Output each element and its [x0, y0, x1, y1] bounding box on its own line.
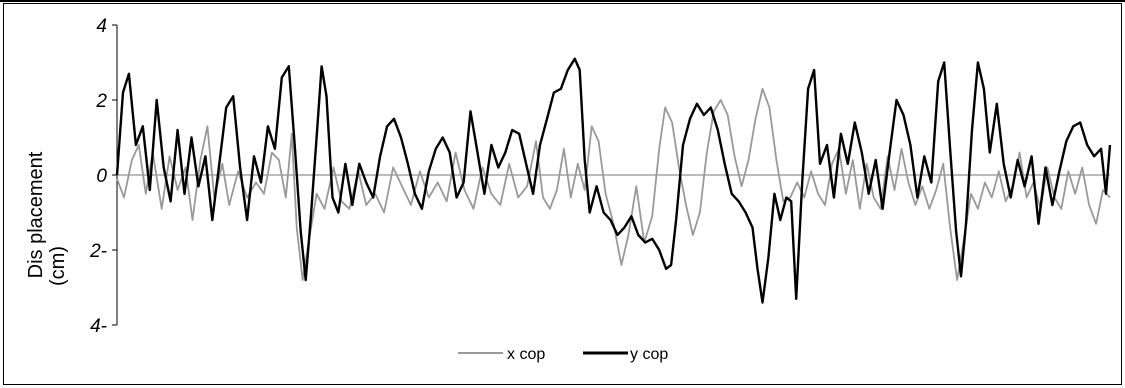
- legend-label-y-cop: y cop: [630, 346, 668, 363]
- top-rule: [0, 0, 1125, 2]
- y-tick-label: 2: [95, 91, 107, 112]
- series-line-x-cop: [116, 87, 1111, 281]
- legend-label-x-cop: x cop: [507, 346, 545, 363]
- series-lines: [115, 57, 1112, 304]
- y-axis-label-line-1: Dis placement: [25, 151, 47, 278]
- y-tick-label: 4: [96, 16, 107, 37]
- legend: x cop y cop: [458, 346, 668, 363]
- series-line-y-cop: [115, 57, 1112, 304]
- y-axis-label-line-2: (cm): [47, 246, 69, 286]
- y-ticks: 4 2 0 2- 4-: [89, 16, 117, 337]
- y-tick-label: 2-: [89, 241, 107, 262]
- y-tick-label: 4-: [90, 316, 107, 337]
- y-tick-label: 0: [96, 166, 107, 187]
